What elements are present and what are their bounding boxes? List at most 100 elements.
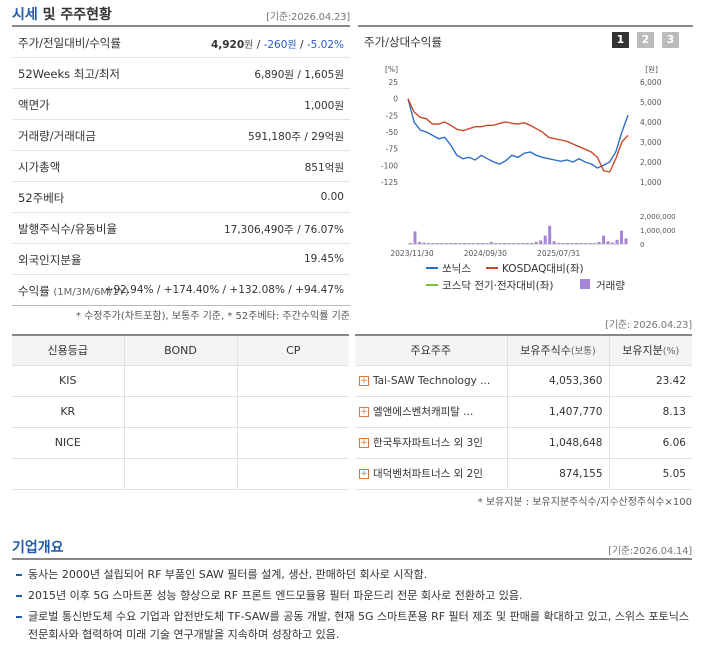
volume-bar [422,242,426,244]
credit-cell [237,427,349,459]
volume-bar [449,243,453,244]
row-label: 외국인지분율 [18,253,82,267]
holder-name-cell[interactable]: + 대덕벤처파트너스 외 2인 [355,458,508,490]
chart-title: 주가/상대수익률 [364,35,442,49]
series-line [407,98,629,173]
expand-icon[interactable]: + [359,375,369,386]
title-main: 시세 [12,7,38,23]
holder-name[interactable]: 엘앤에스벤처캐피탈 ... [373,406,474,418]
row-value: 17,306,490주 / 76.07% [223,224,344,236]
overview-list: 동사는 2000년 설립되어 RF 부품인 SAW 필터를 설계, 생산, 판매… [14,566,690,647]
volume-bar [507,243,511,244]
table-row: NICE [12,427,349,459]
volume-bar [525,243,529,244]
volume-bar [444,243,448,244]
volume-bar [498,243,502,244]
table-row: + 엘앤에스벤처캐피탈 ... 1,407,770 8.13 [355,396,692,428]
returns-values: +92.94% / +174.40% / +132.08% / +94.47% [104,284,344,296]
volume-bar [413,231,417,244]
left-tick-label: 25 [388,78,398,87]
table-row: + Tai-SAW Technology ... 4,053,360 23.42 [355,365,692,397]
x-tick-label: 2025/07/31 [537,249,580,258]
credit-header: 신용등급 [12,334,125,366]
credit-rating-table: 신용등급 BOND CP KIS KR NICE [12,334,349,490]
returns-periods: (1M/3M/6M/1Y) [53,287,129,298]
holder-name[interactable]: 한국투자파트너스 외 3인 [373,437,483,449]
series-line [407,98,629,169]
credit-agency [12,458,125,490]
volume-tick-label: 2,000,000 [640,213,676,221]
holders-header: 보유주식수(보통) [507,334,610,366]
x-tick-label: 2024/09/30 [464,249,507,258]
volume-tick-label: 0 [640,241,644,249]
volume-bar [557,242,561,244]
volume-bar [579,243,583,244]
volume-bar [552,241,556,244]
holder-pct: 23.42 [609,365,692,397]
expand-icon[interactable]: + [359,406,369,417]
volume-bar [530,242,534,244]
row-label: 시가총액 [18,160,61,174]
credit-agency: NICE [12,427,125,459]
left-tick-label: -25 [386,111,398,120]
volume-bar [480,243,484,244]
right-tick-label: 6,000 [640,78,662,87]
holder-name-cell[interactable]: + 한국투자파트너스 외 3인 [355,427,508,459]
volume-bar [534,241,538,244]
volume-bar [494,243,498,244]
price-value: 4,920원 / -260원 / -5.02% [211,36,344,51]
row-label: 52주베타 [18,191,65,205]
credit-cell [237,458,349,490]
row-beta: 52주베타 0.00 [12,182,350,213]
chart-panel [358,25,693,302]
row-par-value: 액면가 1,000원 [12,89,350,120]
volume-bar [516,243,520,244]
row-price: 주가/전일대비/수익률 4,920원 / -260원 / -5.02% [12,27,350,58]
title-rest: 및 주주현황 [42,7,112,23]
left-tick-label: -125 [381,178,398,187]
left-axis-unit: [%] [385,65,398,74]
volume-bar [615,239,619,244]
volume-bar [602,235,606,244]
volume-bar [521,243,525,244]
volume-bar [570,243,574,244]
holder-name-cell[interactable]: + 엘앤에스벤처캐피탈 ... [355,396,508,428]
divider [12,25,350,27]
volume-bar [539,240,543,244]
left-tick-label: -100 [381,161,398,170]
table-row: KR [12,396,349,428]
chart-page-2-button[interactable]: 2 [637,32,654,48]
expand-icon[interactable]: + [359,468,369,479]
volume-tick-label: 1,000,000 [640,227,676,235]
volume-bar [409,243,412,244]
volume-bar [575,243,579,244]
sep: / [296,39,307,51]
row-market-cap: 시가총액 851억원 [12,151,350,182]
holder-name[interactable]: Tai-SAW Technology ... [373,374,491,387]
legend-label: KOSDAQ대비(좌) [502,263,584,275]
volume-bar [435,243,439,244]
chart-page-1-button[interactable]: 1 [612,32,629,48]
row-label: 수익률 (1M/3M/6M/1Y) [18,283,129,299]
row-returns: 수익률 (1M/3M/6M/1Y) +92.94% / +174.40% / +… [12,275,350,306]
row-label: 액면가 [18,98,50,112]
header-sub: (%) [662,346,680,358]
holder-name-cell[interactable]: + Tai-SAW Technology ... [355,365,508,397]
credit-cell [237,396,349,428]
row-label: 52Weeks 최고/최저 [18,67,120,81]
holder-name[interactable]: 대덕벤처파트너스 외 2인 [373,468,483,480]
expand-icon[interactable]: + [359,437,369,448]
volume-bar [566,243,570,244]
right-tick-label: 1,000 [640,178,662,187]
legend-swatch [580,279,590,289]
holder-pct: 5.05 [609,458,692,490]
row-shares: 발행주식수/유동비율 17,306,490주 / 76.07% [12,213,350,244]
divider [12,558,692,560]
chart-page-3-button[interactable]: 3 [662,32,679,48]
price-chart: [%] [원] 25 0 -25 -50 -75 -100 -125 6,000 5,000 4,00… [381,65,676,292]
header-text: 보유주식수 [520,344,571,358]
volume-bar [417,241,421,244]
credit-header: CP [237,334,349,366]
volume-bar [548,225,552,244]
left-tick-label: -75 [386,145,398,154]
